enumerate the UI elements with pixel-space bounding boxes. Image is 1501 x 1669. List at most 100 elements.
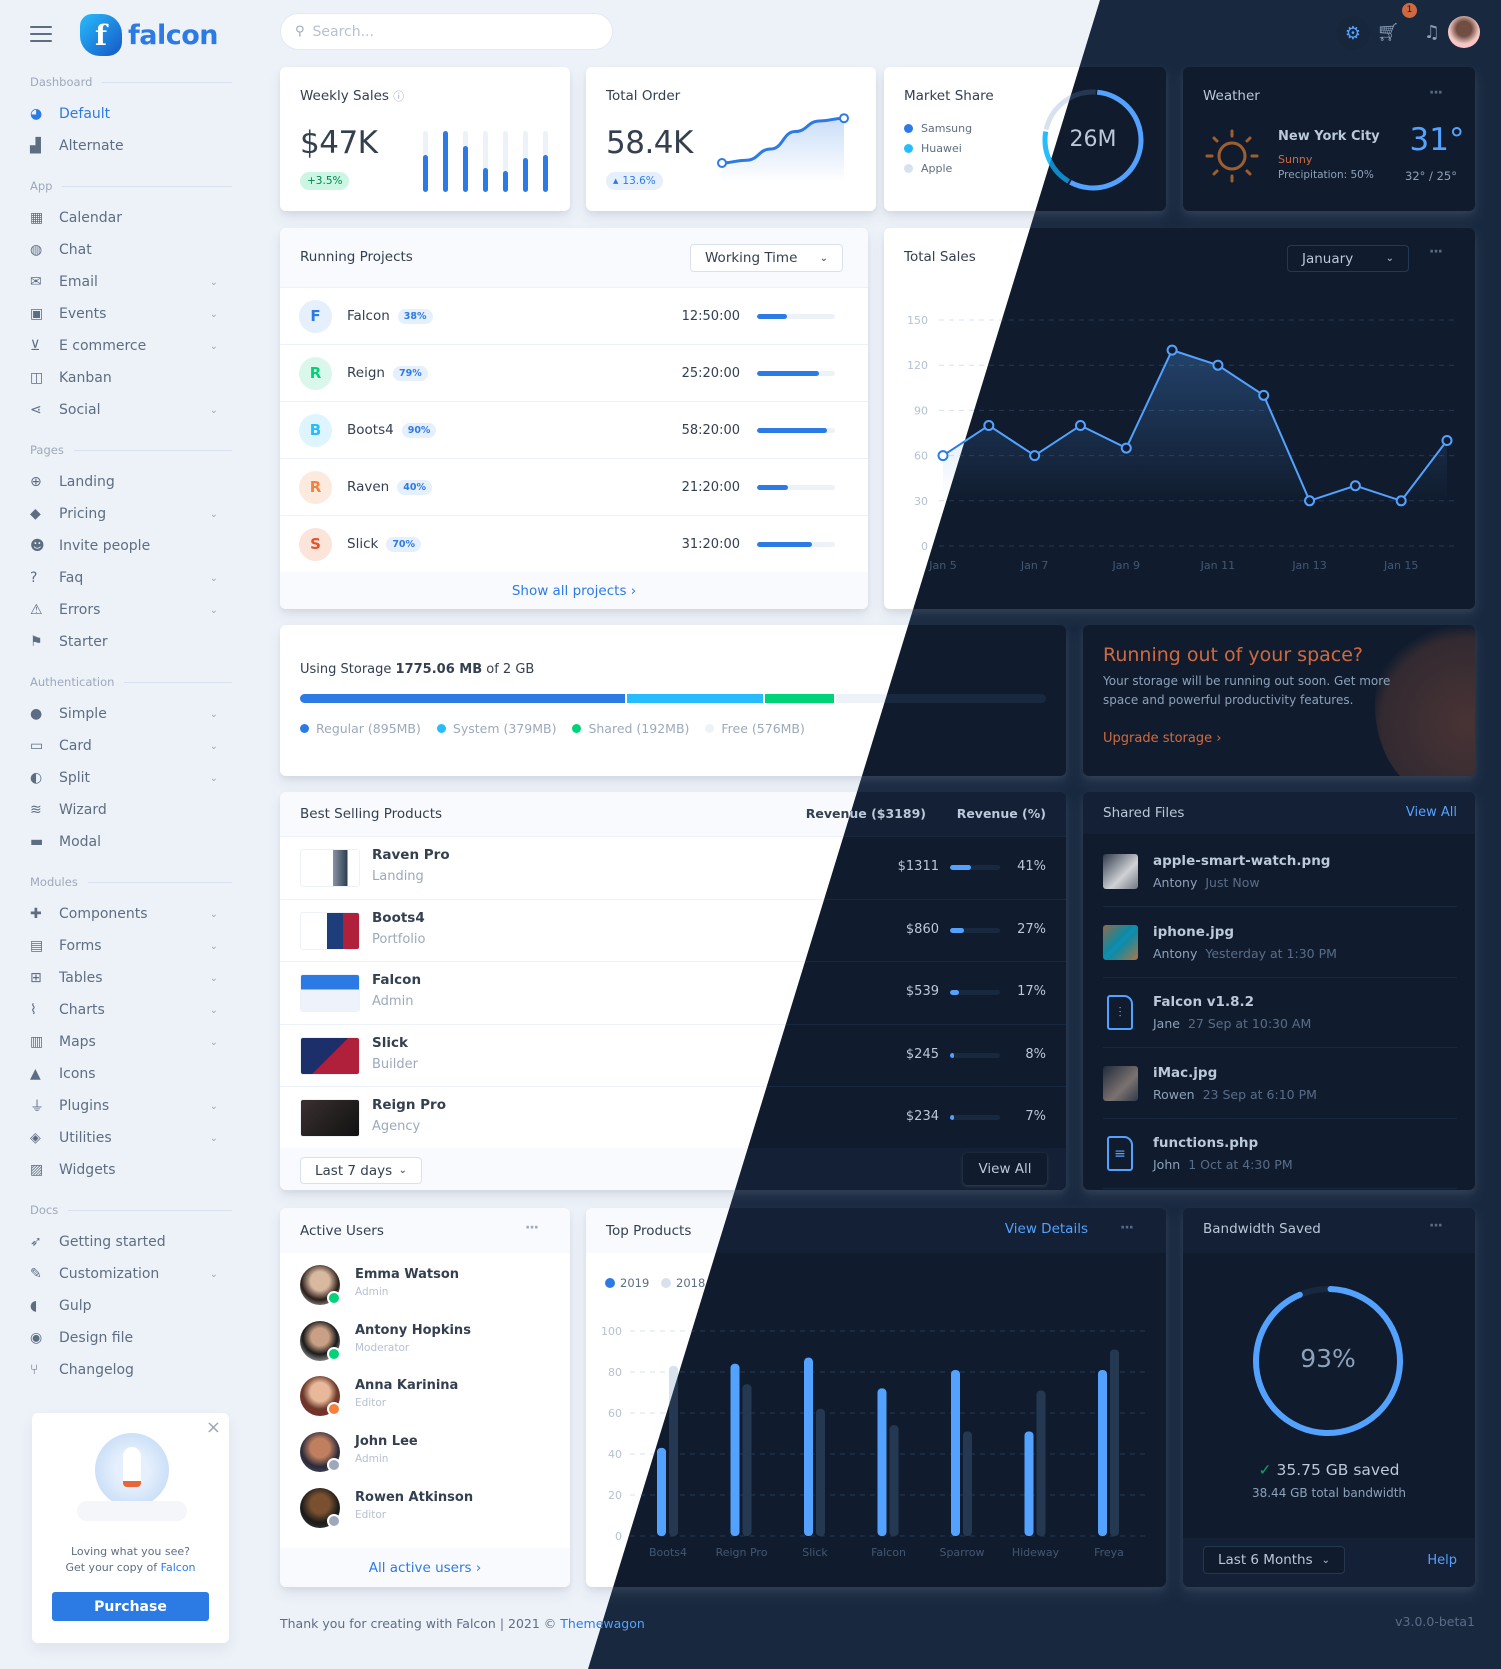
- brand-logo[interactable]: f falcon: [80, 14, 219, 56]
- more-options-icon[interactable]: ···: [1429, 85, 1443, 101]
- shared-file-row[interactable]: apple-smart-watch.png Antony Just Now: [1103, 837, 1457, 907]
- sidebar-item-icons[interactable]: ▲ Icons: [30, 1058, 232, 1090]
- product-row[interactable]: Raven Pro Landing $1311 41%: [280, 836, 1066, 899]
- user-name[interactable]: Anna Karinina: [355, 1378, 459, 1394]
- project-row[interactable]: R Raven 40% 21:20:00: [280, 458, 868, 515]
- sidebar-item-charts[interactable]: ⌇ Charts ⌄: [30, 994, 232, 1026]
- project-name[interactable]: Raven: [347, 479, 390, 495]
- sidebar-item-email[interactable]: ✉ Email ⌄: [30, 266, 232, 298]
- sidebar-item-gulp[interactable]: ◖ Gulp: [30, 1290, 232, 1322]
- menu-toggle-icon[interactable]: [30, 26, 52, 42]
- sidebar-item-alternate[interactable]: ▟ Alternate: [30, 130, 232, 162]
- cart-icon[interactable]: 🛒︎: [1376, 21, 1400, 43]
- settings-icon[interactable]: ⚙: [1336, 16, 1370, 50]
- project-row[interactable]: B Boots4 90% 58:20:00: [280, 401, 868, 458]
- sidebar-item-utilities[interactable]: ◈ Utilities ⌄: [30, 1122, 232, 1154]
- sidebar-item-wizard[interactable]: ≋ Wizard: [30, 794, 232, 826]
- file-name[interactable]: iMac.jpg: [1153, 1064, 1218, 1081]
- user-name[interactable]: Antony Hopkins: [355, 1322, 471, 1338]
- sidebar-item-maps[interactable]: ▥ Maps ⌄: [30, 1026, 232, 1058]
- sidebar-item-calendar[interactable]: ▦ Calendar: [30, 202, 232, 234]
- bell-icon[interactable]: ♫: [1423, 21, 1441, 43]
- sidebar-item-events[interactable]: ▣ Events ⌄: [30, 298, 232, 330]
- sidebar-item-errors[interactable]: ⚠ Errors ⌄: [30, 594, 232, 626]
- user-role: Editor: [355, 1508, 387, 1521]
- bar-2019-hideway: [1024, 1431, 1034, 1536]
- upgrade-storage-link[interactable]: Upgrade storage ›: [1103, 731, 1222, 746]
- sidebar-item-tables[interactable]: ⊞ Tables ⌄: [30, 962, 232, 994]
- sidebar-item-modal[interactable]: ▬ Modal: [30, 826, 232, 858]
- sidebar-item-pricing[interactable]: ◆ Pricing ⌄: [30, 498, 232, 530]
- project-name[interactable]: Slick: [347, 536, 379, 552]
- sidebar-item-simple[interactable]: ● Simple ⌄: [30, 698, 232, 730]
- promo-falcon-link[interactable]: Falcon: [160, 1561, 196, 1574]
- shared-file-row[interactable]: ≡ functions.php John 1 Oct at 4:30 PM: [1103, 1119, 1457, 1189]
- project-name[interactable]: Boots4: [347, 422, 394, 438]
- product-name[interactable]: Falcon: [372, 972, 422, 988]
- product-row[interactable]: Boots4 Portfolio $860 27%: [280, 898, 1066, 962]
- sidebar-item-landing[interactable]: ⊕ Landing: [30, 466, 232, 498]
- user-name[interactable]: Emma Watson: [355, 1267, 460, 1282]
- themewagon-link[interactable]: Themewagon: [560, 1616, 645, 1631]
- view-all-button[interactable]: View All: [963, 1153, 1047, 1185]
- project-name[interactable]: Reign: [347, 365, 385, 381]
- more-options-icon[interactable]: ···: [1429, 1218, 1443, 1234]
- shared-file-row[interactable]: ⫶ Falcon v1.8.2 Jane 27 Sep at 10:30 AM: [1103, 978, 1457, 1048]
- sidebar-item-e-commerce[interactable]: ⊻ E commerce ⌄: [30, 330, 232, 362]
- sidebar-item-default[interactable]: ◕ Default: [30, 98, 232, 130]
- shared-file-row[interactable]: iphone.jpg Antony Yesterday at 1:30 PM: [1103, 908, 1457, 978]
- sidebar-item-forms[interactable]: ▤ Forms ⌄: [30, 930, 232, 962]
- file-name[interactable]: functions.php: [1153, 1135, 1259, 1151]
- view-all-link[interactable]: View All: [1405, 805, 1457, 820]
- sidebar-item-plugins[interactable]: ⏚ Plugins ⌄: [30, 1090, 232, 1122]
- sidebar-item-widgets[interactable]: ▨ Widgets: [30, 1154, 232, 1186]
- product-name[interactable]: Reign Pro: [372, 1097, 446, 1113]
- project-name[interactable]: Falcon: [347, 308, 390, 324]
- search-box[interactable]: ⚲: [280, 13, 613, 50]
- column-header-revenue-percent[interactable]: Revenue (%): [956, 806, 1046, 821]
- show-all-projects-link[interactable]: Show all projects ›: [280, 572, 868, 609]
- column-header-revenue[interactable]: Revenue ($3189): [805, 806, 926, 821]
- avatar[interactable]: [1448, 16, 1480, 48]
- product-row[interactable]: Reign Pro Agency $234 7%: [280, 1086, 1066, 1149]
- all-active-users-link[interactable]: All active users ›: [280, 1548, 570, 1587]
- user-name[interactable]: Rowen Atkinson: [355, 1489, 474, 1505]
- sidebar-item-split[interactable]: ◐ Split ⌄: [30, 762, 232, 794]
- working-time-select[interactable]: Working Time ⌄: [690, 244, 843, 272]
- sidebar-item-components[interactable]: ✚ Components ⌄: [30, 898, 232, 930]
- search-input[interactable]: [312, 23, 583, 40]
- sidebar-item-faq[interactable]: ? Faq ⌄: [30, 562, 232, 594]
- sidebar-item-chat[interactable]: ◍ Chat: [30, 234, 232, 266]
- project-row[interactable]: S Slick 70% 31:20:00: [280, 515, 868, 572]
- sidebar-item-card[interactable]: ▭ Card ⌄: [30, 730, 232, 762]
- sidebar-item-kanban[interactable]: ◫ Kanban: [30, 362, 232, 394]
- period-select[interactable]: Last 7 days ⌄: [300, 1157, 422, 1184]
- sidebar-item-design-file[interactable]: ◉ Design file: [30, 1322, 232, 1354]
- legend-dot: [300, 724, 309, 733]
- sidebar-item-changelog[interactable]: ⑂ Changelog: [30, 1354, 232, 1386]
- purchase-button[interactable]: Purchase: [52, 1592, 209, 1621]
- file-name[interactable]: Falcon v1.8.2: [1153, 994, 1254, 1010]
- help-link[interactable]: Help: [1427, 1553, 1457, 1568]
- sidebar-item-invite-people[interactable]: ☻ Invite people: [30, 530, 232, 562]
- product-name[interactable]: Slick: [372, 1034, 408, 1051]
- sidebar-item-customization[interactable]: ✎ Customization ⌄: [30, 1258, 232, 1290]
- product-row[interactable]: Falcon Admin $539 17%: [280, 961, 1066, 1024]
- shared-file-row[interactable]: iMac.jpg Rowen 23 Sep at 6:10 PM: [1103, 1049, 1457, 1119]
- user-name[interactable]: John Lee: [355, 1434, 418, 1450]
- project-row[interactable]: R Reign 79% 25:20:00: [280, 344, 868, 401]
- period-select[interactable]: Last 6 Months ⌄: [1203, 1546, 1345, 1574]
- product-name[interactable]: Raven Pro: [372, 847, 450, 863]
- sidebar-item-getting-started[interactable]: ➶ Getting started: [30, 1226, 232, 1258]
- sidebar-item-social[interactable]: ⋖ Social ⌄: [30, 394, 232, 426]
- product-name[interactable]: Boots4: [372, 909, 425, 926]
- product-row[interactable]: Slick Builder $245 8%: [280, 1023, 1066, 1087]
- sidebar-item-starter[interactable]: ⚑ Starter: [30, 626, 232, 658]
- close-icon[interactable]: ×: [205, 1417, 221, 1438]
- project-row[interactable]: F Falcon 38% 12:50:00: [280, 287, 868, 344]
- help-icon[interactable]: ⓘ: [393, 90, 405, 103]
- file-name[interactable]: iphone.jpg: [1153, 923, 1235, 940]
- user-role: Admin: [355, 1286, 389, 1298]
- file-name[interactable]: apple-smart-watch.png: [1153, 853, 1331, 869]
- more-options-icon[interactable]: ···: [525, 1220, 539, 1236]
